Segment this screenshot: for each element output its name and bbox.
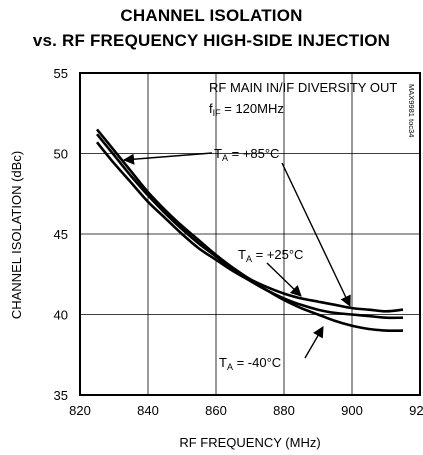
- x-tick-label: 900: [341, 403, 363, 418]
- annotation-line2: fIF = 120MHz: [209, 101, 284, 118]
- x-tick-label: 840: [137, 403, 159, 418]
- x-tick-label: 920: [409, 403, 423, 418]
- arrow-m40: [304, 326, 324, 359]
- series-line-25c: [95, 133, 404, 320]
- watermark: MAX9981 toc34: [407, 84, 416, 137]
- y-tick-label: 55: [54, 66, 68, 81]
- series-label-m40-rest: = -40°C: [233, 355, 281, 370]
- series-line-85c: [95, 128, 404, 313]
- series-label-m40-base: T: [219, 355, 227, 370]
- series-label-85-base: T: [214, 146, 222, 161]
- y-tick-label: 40: [54, 308, 68, 323]
- series-label-85-rest: = +85°C: [228, 146, 279, 161]
- annotation-line2-rest: = 120MHz: [221, 101, 284, 116]
- series-label-m40: TA = -40°C: [219, 355, 281, 372]
- arrow-85-left: [122, 152, 213, 165]
- y-tick-label: 50: [54, 147, 68, 162]
- plot-frame: [79, 72, 421, 396]
- arrow-85-right: [281, 162, 351, 308]
- chart-title-line1: CHANNEL ISOLATION: [120, 6, 303, 25]
- chart-title-line2: vs. RF FREQUENCY HIGH-SIDE INJECTION: [32, 31, 391, 50]
- x-tick-label: 860: [205, 403, 227, 418]
- x-tick-label: 880: [273, 403, 295, 418]
- annotation-line2-sub: IF: [213, 108, 222, 118]
- y-tick-label: 35: [54, 388, 68, 403]
- series-label-85: TA = +85°C: [214, 146, 279, 163]
- series-label-25-rest: = +25°C: [252, 247, 303, 262]
- x-tick-label: 820: [69, 403, 91, 418]
- series-label-m40-sub: A: [227, 362, 233, 372]
- series-label-85-sub: A: [222, 153, 228, 163]
- arrow-25: [266, 262, 302, 297]
- annotation-line2-base: f: [209, 101, 213, 116]
- series-label-25: TA = +25°C: [238, 247, 303, 264]
- x-axis-label: RF FREQUENCY (MHz): [179, 435, 320, 450]
- series-label-25-base: T: [238, 247, 246, 262]
- y-axis-label: CHANNEL ISOLATION (dBc): [9, 151, 24, 319]
- annotation-line1: RF MAIN IN/IF DIVERSITY OUT: [209, 80, 397, 95]
- series-label-25-sub: A: [246, 254, 252, 264]
- series-line-m40c: [95, 141, 404, 333]
- y-tick-label: 45: [54, 227, 68, 242]
